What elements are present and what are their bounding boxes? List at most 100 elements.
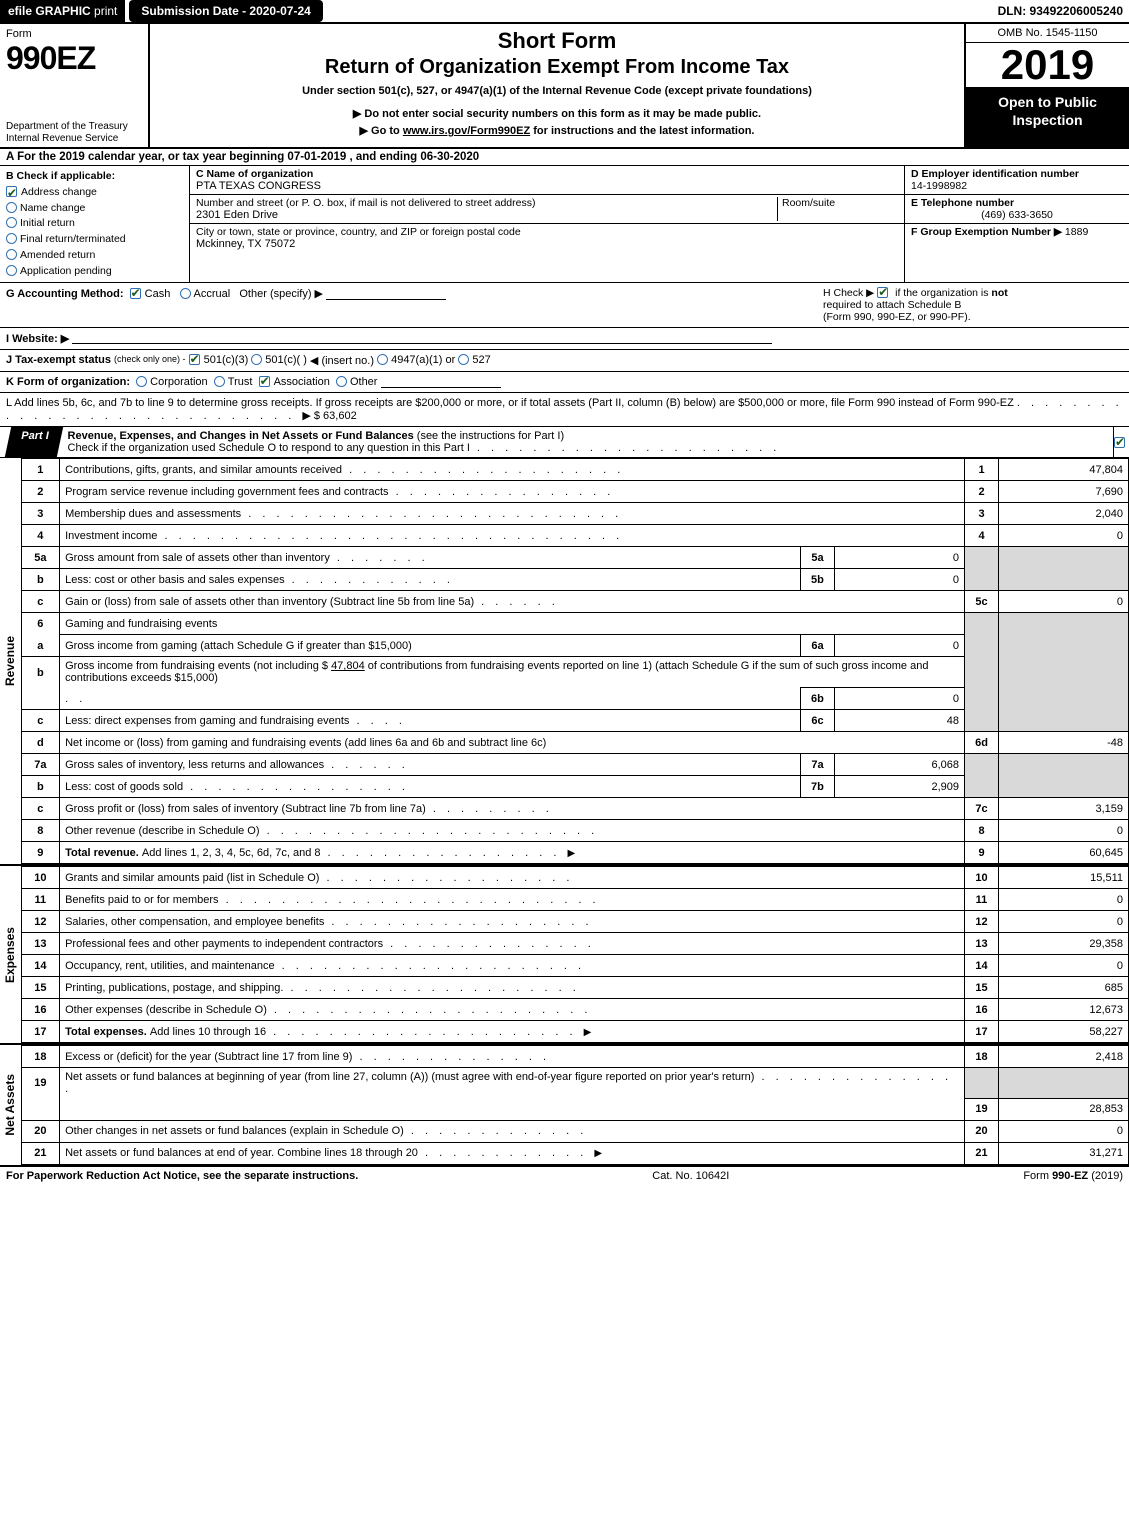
line-6b-value: 0 <box>834 688 964 710</box>
line-6c: c Less: direct expenses from gaming and … <box>22 710 1129 732</box>
section-b: B Check if applicable: Address change Na… <box>0 166 190 282</box>
ein-value: 14-1998982 <box>911 180 1123 192</box>
line-6a-value: 0 <box>834 635 964 657</box>
line-5b: b Less: cost or other basis and sales ex… <box>22 569 1129 591</box>
department-block: Department of the Treasury Internal Reve… <box>6 121 142 145</box>
phone-value: (469) 633-3650 <box>911 209 1123 221</box>
radio-icon[interactable] <box>336 376 347 387</box>
chk-initial-return: Initial return <box>6 216 183 232</box>
revenue-section: Revenue 1 Contributions, gifts, grants, … <box>0 458 1129 866</box>
radio-icon[interactable] <box>6 265 17 276</box>
org-name-label: C Name of organization <box>196 168 898 180</box>
radio-icon[interactable] <box>6 249 17 260</box>
group-exemption-label: F Group Exemption Number ▶ <box>911 226 1062 238</box>
expenses-section: Expenses 10 Grants and similar amounts p… <box>0 866 1129 1045</box>
checkbox-icon[interactable] <box>1114 437 1125 448</box>
form-title: Return of Organization Exempt From Incom… <box>158 56 956 79</box>
line-10-value: 15,511 <box>999 867 1129 889</box>
net-assets-table: 18 Excess or (deficit) for the year (Sub… <box>22 1045 1129 1165</box>
checkbox-icon[interactable] <box>259 376 270 387</box>
part-i-checkbox <box>1113 427 1129 457</box>
city-value: Mckinney, TX 75072 <box>196 238 898 250</box>
radio-icon[interactable] <box>6 217 17 228</box>
line-8-value: 0 <box>999 820 1129 842</box>
section-c: C Name of organization PTA TEXAS CONGRES… <box>190 166 904 282</box>
open-to-public: Open to Public Inspection <box>966 88 1129 147</box>
checkbox-icon[interactable] <box>130 288 141 299</box>
line-16: 16 Other expenses (describe in Schedule … <box>22 999 1129 1021</box>
line-6c-value: 48 <box>834 710 964 732</box>
row-j: J Tax-exempt status (check only one) - 5… <box>0 350 1129 372</box>
revenue-table: 1 Contributions, gifts, grants, and simi… <box>22 458 1129 864</box>
submission-date-badge: Submission Date - 2020-07-24 <box>129 0 322 22</box>
chk-amended-return: Amended return <box>6 248 183 264</box>
radio-icon[interactable] <box>458 354 469 365</box>
chk-application-pending: Application pending <box>6 264 183 280</box>
line-7a: 7a Gross sales of inventory, less return… <box>22 754 1129 776</box>
part-i-tab: Part I <box>5 427 63 457</box>
line-11: 11 Benefits paid to or for members . . .… <box>22 889 1129 911</box>
gross-receipts-value: ▶ $ 63,602 <box>302 410 356 422</box>
line-5b-value: 0 <box>834 569 964 591</box>
radio-icon[interactable] <box>6 233 17 244</box>
radio-icon[interactable] <box>214 376 225 387</box>
checkbox-icon[interactable] <box>877 287 888 298</box>
line-5c: c Gain or (loss) from sale of assets oth… <box>22 591 1129 613</box>
line-6a: a Gross income from gaming (attach Sched… <box>22 635 1129 657</box>
line-2: 2 Program service revenue including gove… <box>22 481 1129 503</box>
form-note-link: ▶ Go to www.irs.gov/Form990EZ for instru… <box>158 124 956 137</box>
line-1-value: 47,804 <box>999 459 1129 481</box>
city-label: City or town, state or province, country… <box>196 226 898 238</box>
chk-address-change: Address change <box>6 185 183 201</box>
line-7b-value: 2,909 <box>834 776 964 798</box>
line-7c-value: 3,159 <box>999 798 1129 820</box>
radio-icon[interactable] <box>377 354 388 365</box>
line-18-value: 2,418 <box>999 1046 1129 1068</box>
line-1: 1 Contributions, gifts, grants, and simi… <box>22 459 1129 481</box>
section-b-header: B Check if applicable: <box>6 169 183 185</box>
line-10: 10 Grants and similar amounts paid (list… <box>22 867 1129 889</box>
radio-icon[interactable] <box>251 354 262 365</box>
form-number: 990EZ <box>6 40 142 77</box>
line-3: 3 Membership dues and assessments . . . … <box>22 503 1129 525</box>
group-exemption-value: 1889 <box>1065 226 1088 238</box>
line-20: 20 Other changes in net assets or fund b… <box>22 1120 1129 1142</box>
line-17-value: 58,227 <box>999 1021 1129 1043</box>
form-header-right: OMB No. 1545-1150 2019 Open to Public In… <box>964 24 1129 147</box>
dln-label: DLN: 93492206005240 <box>998 4 1129 18</box>
tax-year: 2019 <box>966 43 1129 88</box>
line-3-value: 2,040 <box>999 503 1129 525</box>
line-19-value: 28,853 <box>999 1098 1129 1120</box>
radio-icon[interactable] <box>6 202 17 213</box>
line-19-bottom: 19 28,853 <box>22 1098 1129 1120</box>
line-21: 21 Net assets or fund balances at end of… <box>22 1142 1129 1164</box>
footer-right: Form 990-EZ (2019) <box>1023 1170 1123 1182</box>
line-11-value: 0 <box>999 889 1129 911</box>
efile-prefix: efile <box>8 4 35 18</box>
tax-period-line: A For the 2019 calendar year, or tax yea… <box>0 149 1129 166</box>
checkbox-icon[interactable] <box>189 354 200 365</box>
radio-icon[interactable] <box>136 376 147 387</box>
line-5a-value: 0 <box>834 547 964 569</box>
line-7b: b Less: cost of goods sold . . . . . . .… <box>22 776 1129 798</box>
page-footer: For Paperwork Reduction Act Notice, see … <box>0 1167 1129 1182</box>
line-2-value: 7,690 <box>999 481 1129 503</box>
line-19-top: 19 Net assets or fund balances at beginn… <box>22 1068 1129 1099</box>
line-13-value: 29,358 <box>999 933 1129 955</box>
footer-left: For Paperwork Reduction Act Notice, see … <box>6 1170 358 1182</box>
line-4-value: 0 <box>999 525 1129 547</box>
website-line <box>72 332 772 344</box>
efile-print: print <box>91 4 118 18</box>
address-label: Number and street (or P. O. box, if mail… <box>196 197 777 209</box>
net-assets-section: Net Assets 18 Excess or (deficit) for th… <box>0 1045 1129 1167</box>
line-12: 12 Salaries, other compensation, and emp… <box>22 911 1129 933</box>
irs-link[interactable]: www.irs.gov/Form990EZ <box>403 125 530 137</box>
checkbox-icon[interactable] <box>6 186 17 197</box>
radio-icon[interactable] <box>180 288 191 299</box>
line-7c: c Gross profit or (loss) from sales of i… <box>22 798 1129 820</box>
dept-treasury: Department of the Treasury <box>6 121 142 133</box>
row-g: G Accounting Method: Cash Accrual Other … <box>6 287 446 300</box>
line-9-value: 60,645 <box>999 842 1129 864</box>
efile-graphic: GRAPHIC <box>35 4 90 18</box>
line-17: 17 Total expenses. Add lines 10 through … <box>22 1021 1129 1043</box>
